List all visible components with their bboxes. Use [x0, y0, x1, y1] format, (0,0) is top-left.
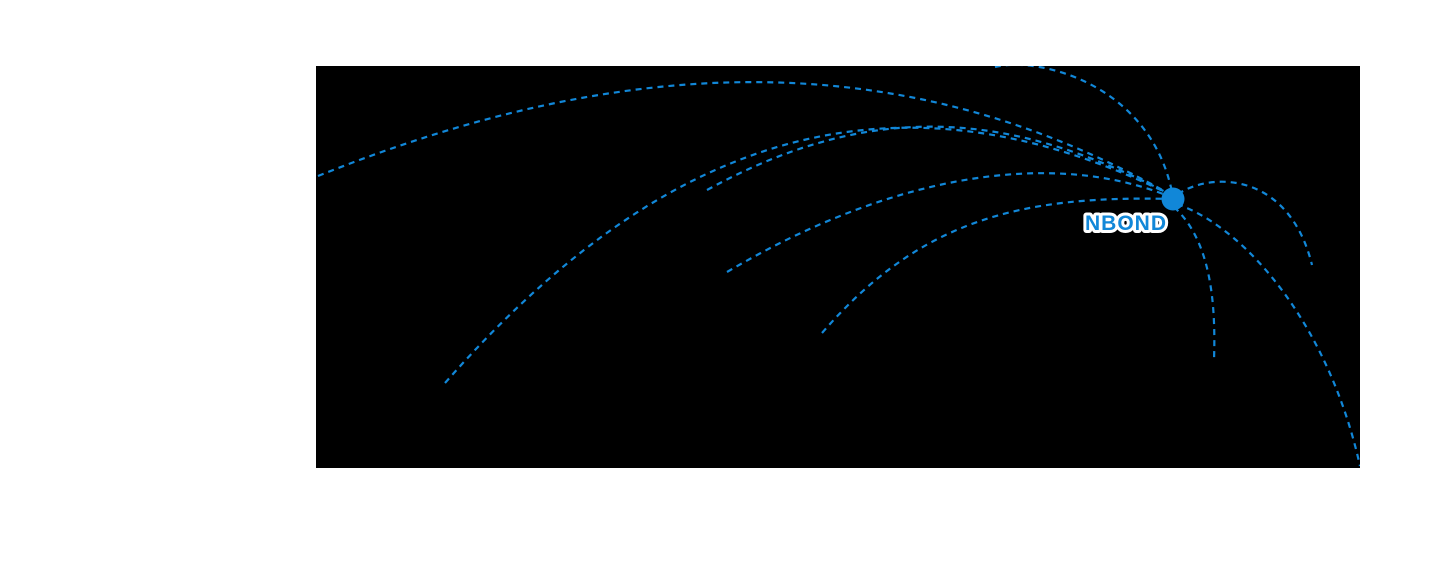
edge-mid-upper	[706, 125, 1174, 197]
graph-edges	[317, 66, 1360, 467]
canvas-background	[316, 66, 1360, 468]
node-nbond[interactable]	[1161, 187, 1185, 211]
node-nbond-label: NBOND	[1085, 212, 1167, 235]
edge-lower-left-long	[444, 126, 1174, 384]
edge-right-hook	[1177, 180, 1314, 266]
edge-mid	[726, 172, 1174, 273]
edge-bottom-right-long	[1176, 202, 1360, 467]
edge-mid-lower	[821, 197, 1174, 334]
edge-top-arc	[994, 66, 1174, 193]
edge-upper-left-long	[317, 81, 1174, 197]
